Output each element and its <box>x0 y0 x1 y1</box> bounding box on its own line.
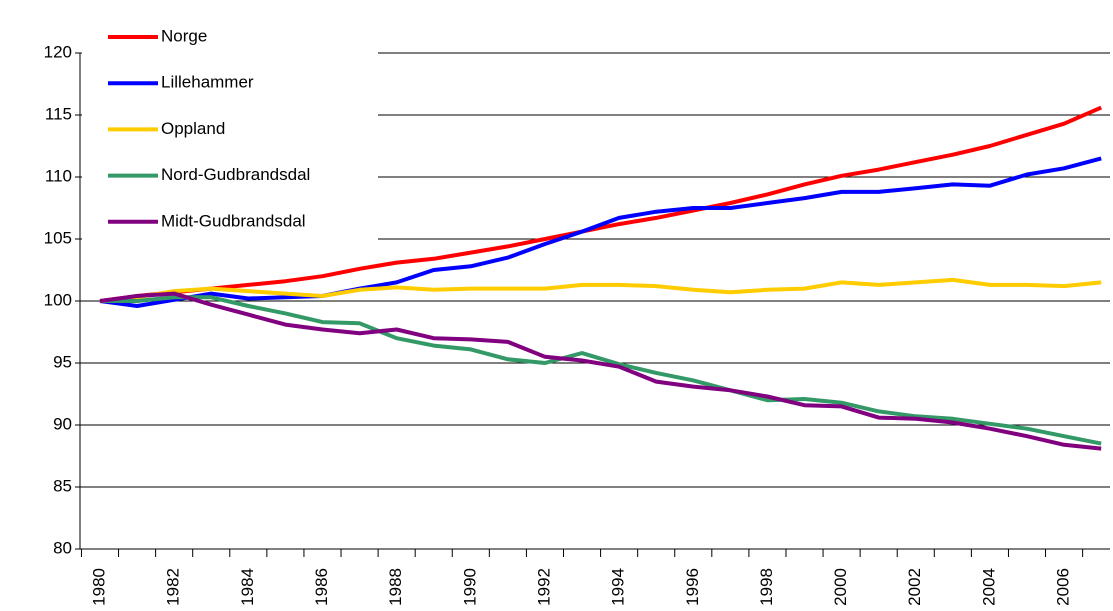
x-tick-label: 1994 <box>609 568 628 606</box>
y-tick-label: 80 <box>53 538 72 557</box>
line-series <box>99 291 1102 451</box>
y-tick-label: 110 <box>45 166 72 185</box>
legend-label: Lillehammer <box>161 73 254 92</box>
y-tick-label: 85 <box>53 476 72 495</box>
line-series <box>100 295 1102 446</box>
x-tick-label: 1982 <box>164 568 183 606</box>
x-tick-label: 1984 <box>238 568 257 606</box>
x-tick-label: 1990 <box>460 568 479 606</box>
x-tick-label: 1986 <box>312 568 331 606</box>
legend-label: Nord-Gudbrandsdal <box>161 165 310 184</box>
x-tick-label: 2006 <box>1054 568 1073 606</box>
y-tick-label: 105 <box>44 228 72 247</box>
x-tick-label: 2000 <box>831 568 850 606</box>
x-tick-label: 1998 <box>757 568 776 606</box>
line-series <box>99 277 1102 303</box>
legend-label: Midt-Gudbrandsdal <box>161 211 306 230</box>
x-tick-label: 2004 <box>979 568 998 606</box>
legend-label: Oppland <box>161 119 225 138</box>
x-tick-label: 1980 <box>89 568 108 606</box>
y-tick-label: 115 <box>45 104 72 123</box>
x-tick-label: 1996 <box>683 568 702 606</box>
y-tick-label: 100 <box>44 290 72 309</box>
legend-background <box>82 18 378 266</box>
x-tick-label: 1988 <box>386 568 405 606</box>
y-tick-label: 90 <box>53 414 72 433</box>
line-series <box>99 105 1102 303</box>
legend-label: Norge <box>161 26 207 45</box>
x-tick-label: 2002 <box>905 568 924 606</box>
x-tick-label: 1992 <box>534 568 553 606</box>
y-tick-label: 120 <box>44 42 72 61</box>
line-series <box>99 156 1102 308</box>
y-tick-label: 95 <box>53 352 72 371</box>
